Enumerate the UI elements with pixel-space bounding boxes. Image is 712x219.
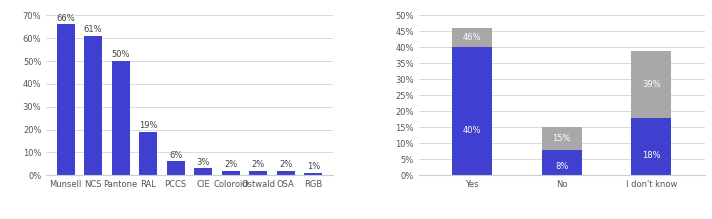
Text: 19%: 19% (139, 121, 157, 130)
Bar (112, 61, 130, 175)
Bar (542, 150, 582, 175)
Text: 8%: 8% (555, 162, 568, 171)
Bar (277, 171, 295, 175)
Bar (452, 47, 493, 175)
Text: 40%: 40% (463, 126, 481, 135)
Text: 2%: 2% (251, 160, 265, 169)
Bar (57, 25, 75, 175)
Bar (222, 171, 240, 175)
Text: 1%: 1% (307, 162, 320, 171)
Bar (84, 36, 102, 175)
Text: 50%: 50% (111, 50, 130, 59)
Bar (631, 118, 671, 175)
Text: 3%: 3% (197, 157, 210, 166)
Bar (452, 28, 493, 47)
Text: 2%: 2% (279, 160, 293, 169)
Bar (140, 132, 157, 175)
Bar (167, 161, 184, 175)
Bar (194, 168, 212, 175)
Bar (305, 173, 323, 175)
Text: 46%: 46% (463, 33, 481, 42)
Text: 6%: 6% (169, 151, 182, 160)
Text: 66%: 66% (56, 14, 75, 23)
Bar (631, 51, 671, 118)
Bar (542, 127, 582, 150)
Text: 2%: 2% (224, 160, 237, 169)
Bar (249, 171, 267, 175)
Text: 15%: 15% (553, 134, 571, 143)
Text: 61%: 61% (84, 25, 103, 34)
Text: 18%: 18% (642, 150, 661, 160)
Text: 39%: 39% (642, 79, 661, 88)
